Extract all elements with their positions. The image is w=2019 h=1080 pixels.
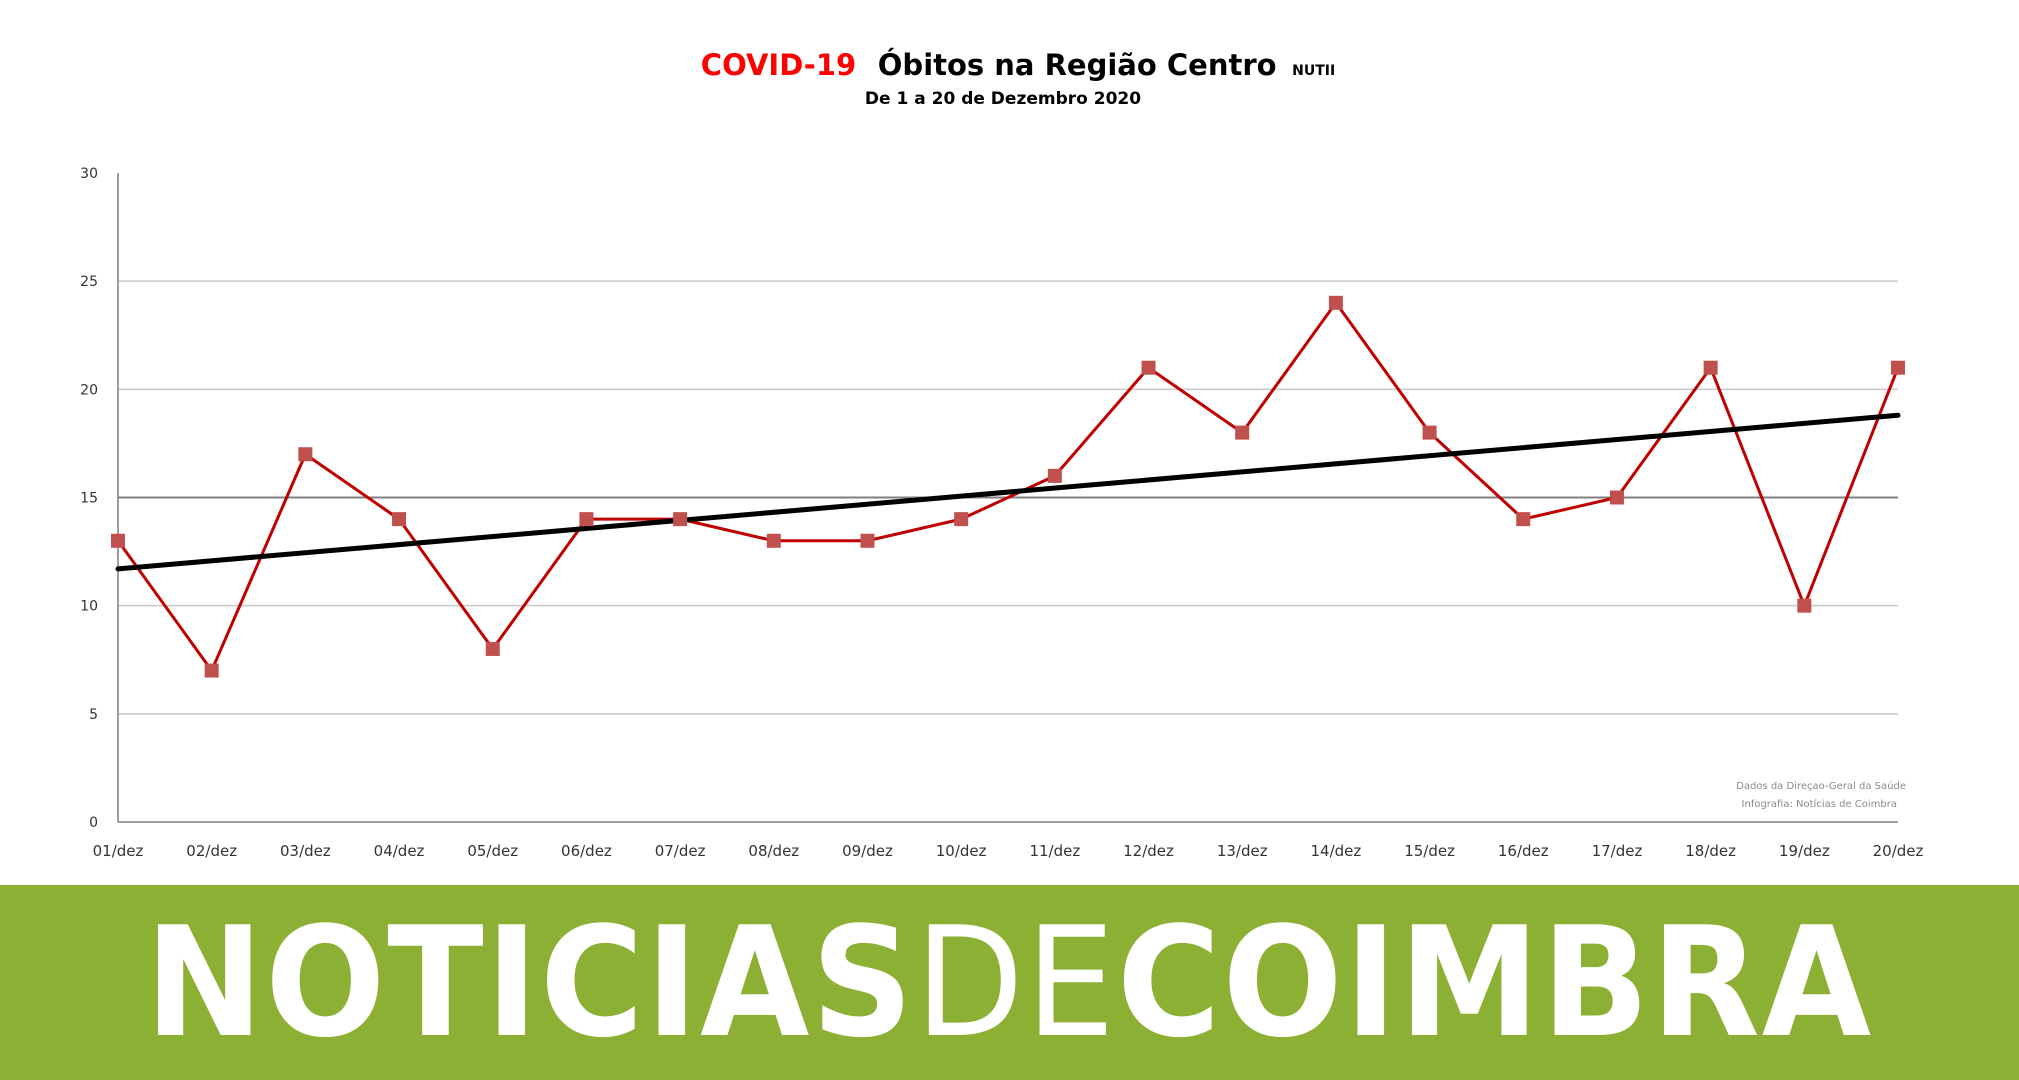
x-tick-label: 01/dez (93, 842, 144, 860)
x-tick-label: 08/dez (748, 842, 799, 860)
x-tick-label: 14/dez (1311, 842, 1362, 860)
x-tick-label: 12/dez (1123, 842, 1174, 860)
y-tick-label: 15 (80, 491, 98, 507)
data-point (204, 663, 219, 678)
data-point (1235, 425, 1250, 440)
data-point (1422, 425, 1437, 440)
data-point (1797, 598, 1812, 613)
logo-word-noticias: NOTICIAS (145, 893, 916, 1071)
y-tick-label: 5 (89, 707, 98, 723)
y-tick-label: 0 (89, 815, 98, 831)
chart-title: COVID-19 Óbitos na Região Centro NUTII (701, 48, 1335, 82)
x-tick-label: 02/dez (186, 842, 237, 860)
chart-title-accent: COVID-19 (701, 48, 856, 82)
chart: COVID-19 Óbitos na Região Centro NUTII D… (80, 48, 1924, 860)
credits-infographic: Infografia: Notícias de Coimbra (1742, 798, 1897, 810)
data-point (298, 447, 313, 462)
chart-subtitle: De 1 a 20 de Dezembro 2020 (865, 89, 1141, 109)
site-logo: NOTICIASDECOIMBRA (145, 906, 1873, 1059)
data-point (673, 512, 688, 527)
x-tick-label: 20/dez (1873, 842, 1924, 860)
data-point (392, 512, 407, 527)
data-point (1891, 360, 1905, 375)
credits-source: Dados da Direçao-Geral da Saúde (1736, 780, 1906, 792)
x-tick-label: 15/dez (1404, 842, 1455, 860)
data-point (954, 512, 969, 527)
data-point (579, 512, 594, 527)
x-tick-labels: 01/dez 02/dez 03/dez 04/dez 05/dez 06/dez 07/d… (93, 842, 1924, 860)
x-tick-label: 07/dez (655, 842, 706, 860)
chart-title-suffix: NUTII (1292, 63, 1335, 79)
x-tick-label: 18/dez (1685, 842, 1736, 860)
x-tick-label: 11/dez (1029, 842, 1080, 860)
data-point (1516, 512, 1531, 527)
data-point (860, 533, 875, 548)
axes (117, 173, 1898, 823)
y-tick-label: 10 (80, 599, 98, 615)
x-tick-label: 06/dez (561, 842, 612, 860)
x-tick-label: 13/dez (1217, 842, 1268, 860)
y-tick-label: 20 (80, 382, 98, 398)
data-point (766, 533, 781, 548)
series-markers (111, 295, 1905, 678)
data-point (1047, 468, 1062, 483)
trendline (115, 412, 1901, 572)
logo-word-coimbra: COIMBRA (1117, 893, 1874, 1071)
data-point (485, 641, 500, 656)
chart-title-main: Óbitos na Região Centro (878, 48, 1277, 82)
data-point (111, 533, 125, 548)
series-line (116, 301, 1900, 673)
x-tick-label: 16/dez (1498, 842, 1549, 860)
x-tick-label: 04/dez (374, 842, 425, 860)
x-tick-label: 05/dez (467, 842, 518, 860)
x-tick-label: 10/dez (936, 842, 987, 860)
y-tick-label: 30 (80, 166, 98, 182)
x-tick-label: 03/dez (280, 842, 331, 860)
data-point (1609, 490, 1624, 505)
logo-word-de: DE (915, 893, 1118, 1071)
x-tick-label: 09/dez (842, 842, 893, 860)
trendline-group (115, 412, 1901, 572)
series-line-group (116, 301, 1900, 673)
data-point (1703, 360, 1718, 375)
y-tick-labels: 0 5 10 15 20 25 30 (80, 166, 98, 831)
chart-canvas: COVID-19 Óbitos na Região Centro NUTII D… (80, 48, 1924, 860)
x-tick-label: 17/dez (1592, 842, 1643, 860)
x-tick-label: 19/dez (1779, 842, 1830, 860)
footer-banner: NOTICIASDECOIMBRA (0, 885, 2019, 1080)
data-point (1328, 295, 1343, 310)
data-point (1141, 360, 1156, 375)
y-tick-label: 25 (80, 274, 98, 290)
